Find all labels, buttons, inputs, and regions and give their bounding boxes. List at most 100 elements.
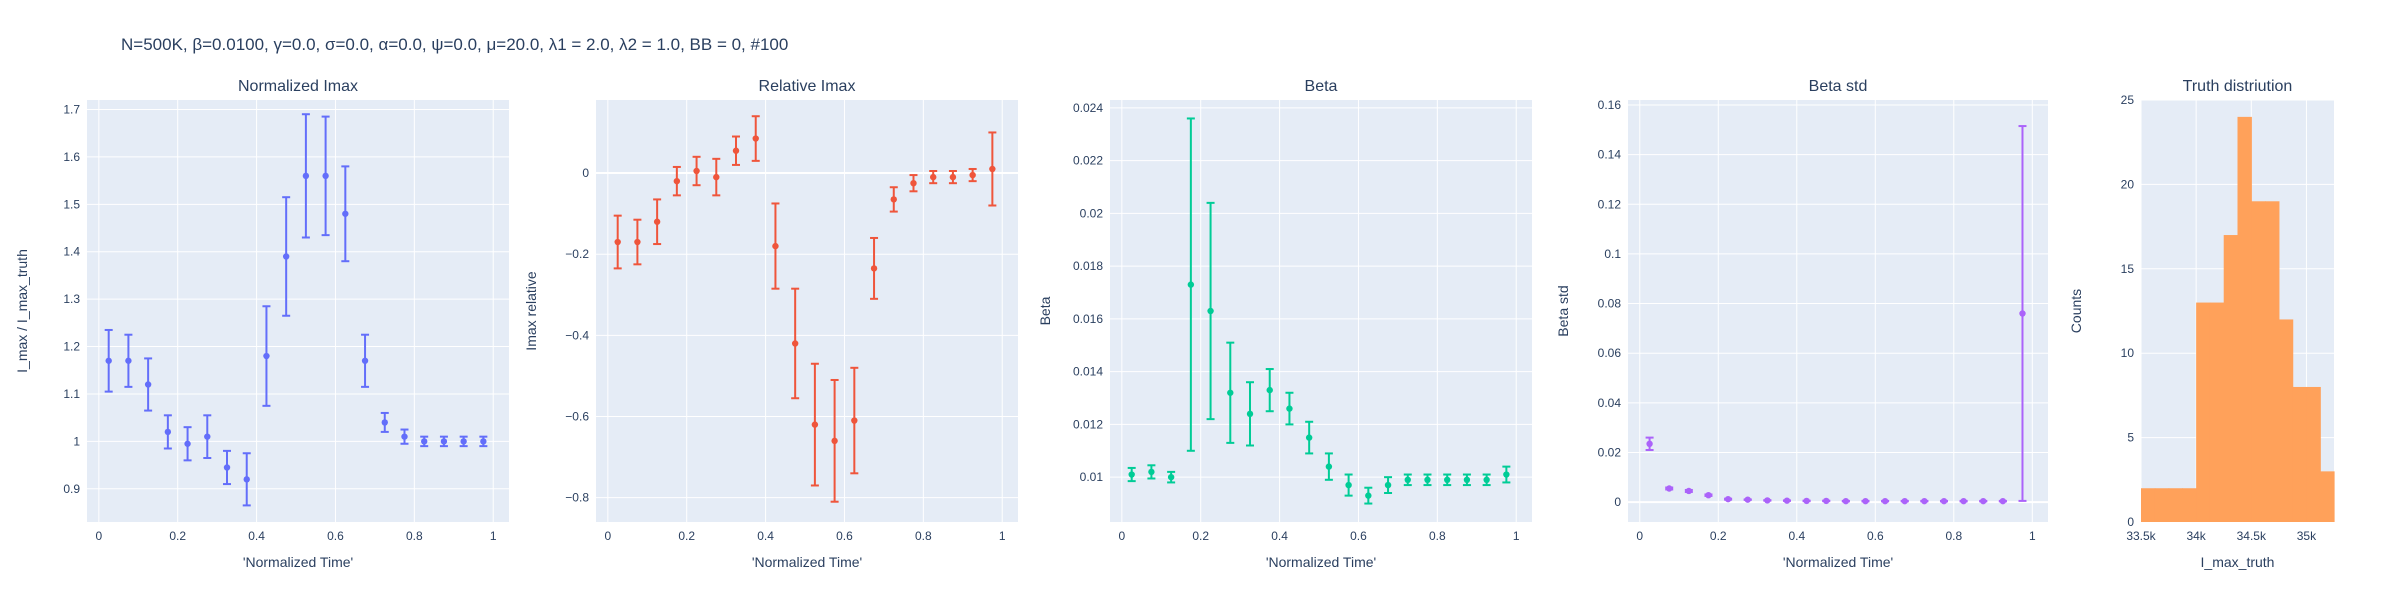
panel-4: 0 0.02 0.04 0.06 0.08 0.1 0.12 0.14 0.16 0 0.2 0.4 0… <box>1555 78 2048 570</box>
data-point <box>1959 497 1968 505</box>
marker <box>1862 497 1869 505</box>
data-point <box>1802 497 1811 505</box>
marker <box>831 437 838 445</box>
x-tick-label: 1 <box>999 529 1006 543</box>
marker <box>969 171 976 179</box>
data-point <box>400 428 409 445</box>
histogram-bar <box>2196 302 2211 522</box>
marker <box>1384 481 1392 489</box>
histogram-bar <box>2154 488 2170 522</box>
figure-suptitle: N=500K, β=0.0100, γ=0.0, σ=0.0, α=0.0, ψ… <box>121 35 788 54</box>
y-tick-label: 1.7 <box>63 102 80 116</box>
data-point <box>380 411 389 433</box>
data-point <box>1724 495 1733 503</box>
data-point <box>183 426 192 462</box>
data-point <box>1186 117 1195 452</box>
x-tick-label: 33.5k <box>2126 529 2156 543</box>
panel-title: Truth distriution <box>2183 78 2293 95</box>
x-axis-label: 'Normalized Time' <box>752 554 862 570</box>
marker <box>460 438 467 445</box>
y-tick-label: 1.5 <box>63 197 80 211</box>
x-tick-label: 0.8 <box>406 529 423 543</box>
marker <box>1842 497 1850 505</box>
x-tick-label: 0.8 <box>1429 529 1446 543</box>
data-point <box>1939 497 1948 505</box>
data-point <box>672 165 681 197</box>
data-point <box>1443 473 1452 487</box>
y-tick-label: 25 <box>2121 93 2135 107</box>
x-tick-label: 0 <box>1118 529 1125 543</box>
y-axis-label: I_max / I_max_truth <box>14 249 30 373</box>
data-point <box>1900 497 1909 505</box>
marker <box>184 440 191 447</box>
y-tick-label: 0.018 <box>1073 259 1103 273</box>
x-tick-label: 0.8 <box>1945 529 1962 543</box>
y-tick-label: 1.2 <box>63 340 80 354</box>
marker <box>1940 497 1948 505</box>
y-tick-label: 0.16 <box>1598 98 1622 112</box>
y-tick-label: 15 <box>2121 262 2135 276</box>
data-point <box>948 170 957 185</box>
data-point <box>1462 473 1471 487</box>
x-tick-label: 0.6 <box>836 529 853 543</box>
data-point <box>1743 496 1752 503</box>
marker <box>1921 497 1928 505</box>
data-point <box>1645 436 1654 452</box>
marker <box>1404 476 1411 483</box>
y-axis-label: Imax relative <box>523 271 539 351</box>
x-axis-label: I_max_truth <box>2201 554 2275 570</box>
x-tick-label: 1 <box>1513 529 1520 543</box>
marker <box>2019 310 2026 317</box>
marker <box>1325 463 1333 470</box>
data-point <box>439 435 448 448</box>
marker <box>1705 491 1712 499</box>
data-point <box>1364 486 1373 505</box>
plot-background <box>1110 100 1532 522</box>
data-point <box>613 214 622 270</box>
x-tick-label: 0.6 <box>1867 529 1884 543</box>
marker <box>949 173 957 181</box>
data-point <box>361 333 370 388</box>
marker <box>1685 487 1693 495</box>
data-point <box>479 435 488 448</box>
marker <box>302 172 310 180</box>
panel-title: Beta std <box>1809 78 1868 95</box>
data-point <box>2018 125 2027 502</box>
histogram-bar <box>2306 386 2321 522</box>
y-tick-label: 5 <box>2127 431 2134 445</box>
x-tick-label: 1 <box>2029 529 2036 543</box>
x-axis-label: 'Normalized Time' <box>243 554 353 570</box>
data-point <box>144 357 153 412</box>
data-point <box>1265 368 1274 413</box>
histogram-bar <box>2292 386 2308 522</box>
data-point <box>1920 497 1929 505</box>
marker <box>243 476 250 483</box>
x-tick-label: 0.2 <box>678 529 695 543</box>
data-point <box>791 287 800 400</box>
y-tick-label: 0.04 <box>1598 396 1622 410</box>
panel-title: Beta <box>1305 78 1338 95</box>
data-point <box>242 452 251 507</box>
y-tick-label: 0.08 <box>1598 297 1622 311</box>
plot-background <box>1628 100 2048 522</box>
marker <box>1167 473 1175 481</box>
histogram-bar <box>2237 116 2252 522</box>
marker <box>1424 476 1431 483</box>
data-point <box>1246 381 1255 447</box>
data-point <box>1979 497 1988 505</box>
x-tick-label: 35k <box>2297 529 2317 543</box>
data-point <box>1285 391 1294 426</box>
y-tick-label: 0.022 <box>1073 154 1103 168</box>
marker <box>381 419 388 426</box>
data-point <box>1423 473 1432 487</box>
data-point <box>870 236 879 300</box>
panel-2: −0.8 −0.6 −0.4 −0.2 0 0 0.2 0.4 0.6 0.8 1 Relative … <box>523 78 1018 570</box>
marker <box>1345 481 1352 489</box>
x-tick-label: 0.8 <box>915 529 932 543</box>
histogram-bar <box>2278 319 2294 522</box>
y-tick-label: 0.012 <box>1073 417 1103 431</box>
histogram-bar <box>2168 488 2183 522</box>
data-point <box>321 115 330 237</box>
marker <box>361 357 369 364</box>
marker <box>890 196 897 203</box>
